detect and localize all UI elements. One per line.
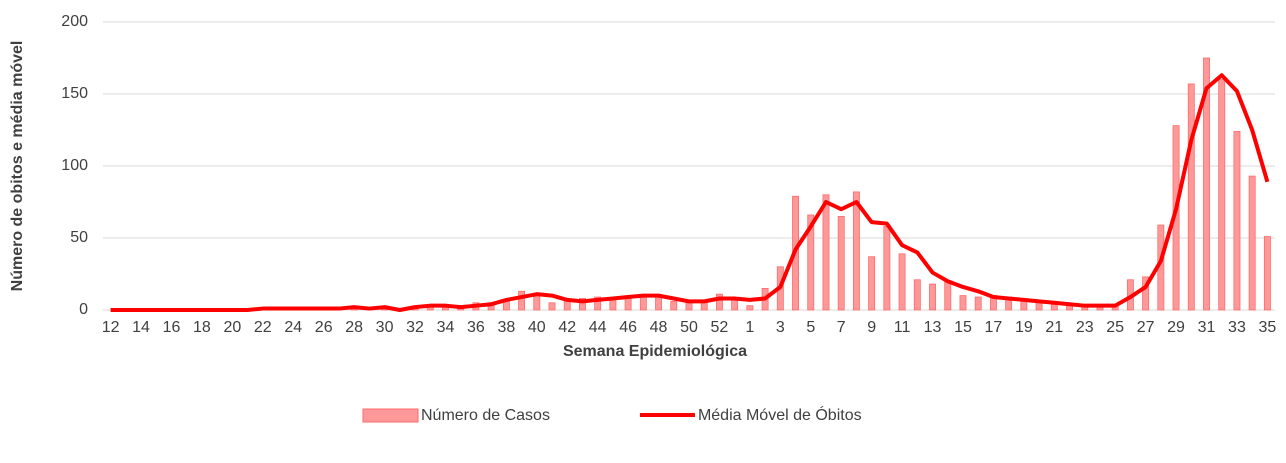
legend-label: Média Móvel de Óbitos <box>698 405 862 424</box>
x-tick-label: 16 <box>163 319 181 336</box>
x-tick-label: 32 <box>406 319 424 336</box>
x-tick-label: 29 <box>1167 319 1185 336</box>
x-tick-label: 5 <box>806 319 815 336</box>
bar <box>1203 57 1210 311</box>
bar <box>746 305 754 311</box>
bar <box>1142 276 1150 311</box>
bar <box>1187 83 1195 311</box>
x-tick-label: 42 <box>558 319 576 336</box>
x-tick-label: 38 <box>497 319 515 336</box>
x-tick-label: 3 <box>776 319 785 336</box>
bar <box>670 300 678 311</box>
y-tick-label: 150 <box>61 85 88 102</box>
bar <box>518 290 526 311</box>
x-tick-label: 21 <box>1045 319 1063 336</box>
bar <box>868 256 876 311</box>
x-tick-label: 12 <box>102 319 120 336</box>
y-tick-label: 100 <box>61 157 88 174</box>
x-tick-label: 18 <box>193 319 211 336</box>
bar <box>898 253 906 311</box>
bar <box>1218 79 1226 311</box>
x-tick-label: 11 <box>894 319 911 336</box>
x-axis-title: Semana Epidemiológica <box>563 343 747 360</box>
bar <box>944 280 952 311</box>
x-tick-label: 25 <box>1106 319 1124 336</box>
bar <box>837 215 845 311</box>
x-tick-label: 7 <box>837 319 846 336</box>
bar <box>1248 175 1256 311</box>
y-tick-label: 0 <box>79 301 88 318</box>
x-tick-label: 46 <box>619 319 637 336</box>
bar <box>1233 131 1241 311</box>
x-tick-label: 40 <box>528 319 546 336</box>
bar <box>594 296 602 311</box>
bar <box>822 194 830 311</box>
bar <box>852 191 860 311</box>
x-tick-label: 35 <box>1258 319 1276 336</box>
y-tick-label: 200 <box>61 13 88 30</box>
y-axis-title: Número de obitos e média móvel <box>9 41 26 292</box>
bar <box>715 293 723 311</box>
x-tick-label: 9 <box>867 319 876 336</box>
bar <box>929 283 936 311</box>
bar <box>685 302 693 311</box>
x-tick-label: 20 <box>223 319 241 336</box>
x-tick-label: 13 <box>924 319 942 336</box>
x-tick-label: 36 <box>467 319 485 336</box>
legend-label: Número de Casos <box>421 407 550 424</box>
x-tick-label: 17 <box>985 319 1003 336</box>
x-tick-label: 52 <box>711 319 729 336</box>
bar <box>883 226 891 311</box>
line <box>110 73 1270 312</box>
y-tick-label: 50 <box>70 229 88 246</box>
bar <box>579 298 586 311</box>
x-tick-label: 30 <box>376 319 394 336</box>
x-tick-label: 34 <box>437 319 455 336</box>
legend-swatch <box>362 408 419 423</box>
bar <box>548 302 556 311</box>
x-tick-label: 1 <box>745 319 754 336</box>
x-tick-label: 33 <box>1228 319 1246 336</box>
x-tick-label: 23 <box>1076 319 1094 336</box>
x-tick-label: 27 <box>1137 319 1155 336</box>
x-tick-label: 14 <box>132 319 150 336</box>
x-tick-label: 48 <box>650 319 668 336</box>
x-tick-label: 31 <box>1198 319 1216 336</box>
x-tick-label: 44 <box>589 319 607 336</box>
x-tick-label: 28 <box>345 319 363 336</box>
x-tick-label: 22 <box>254 319 272 336</box>
x-tick-label: 50 <box>680 319 698 336</box>
x-tick-label: 15 <box>954 319 972 336</box>
x-tick-label: 24 <box>284 319 302 336</box>
bar <box>1263 236 1271 311</box>
bar <box>913 279 921 311</box>
bar <box>974 296 982 311</box>
x-tick-label: 26 <box>315 319 333 336</box>
x-tick-label: 19 <box>1015 319 1033 336</box>
bar <box>959 295 967 311</box>
bar <box>807 214 815 311</box>
